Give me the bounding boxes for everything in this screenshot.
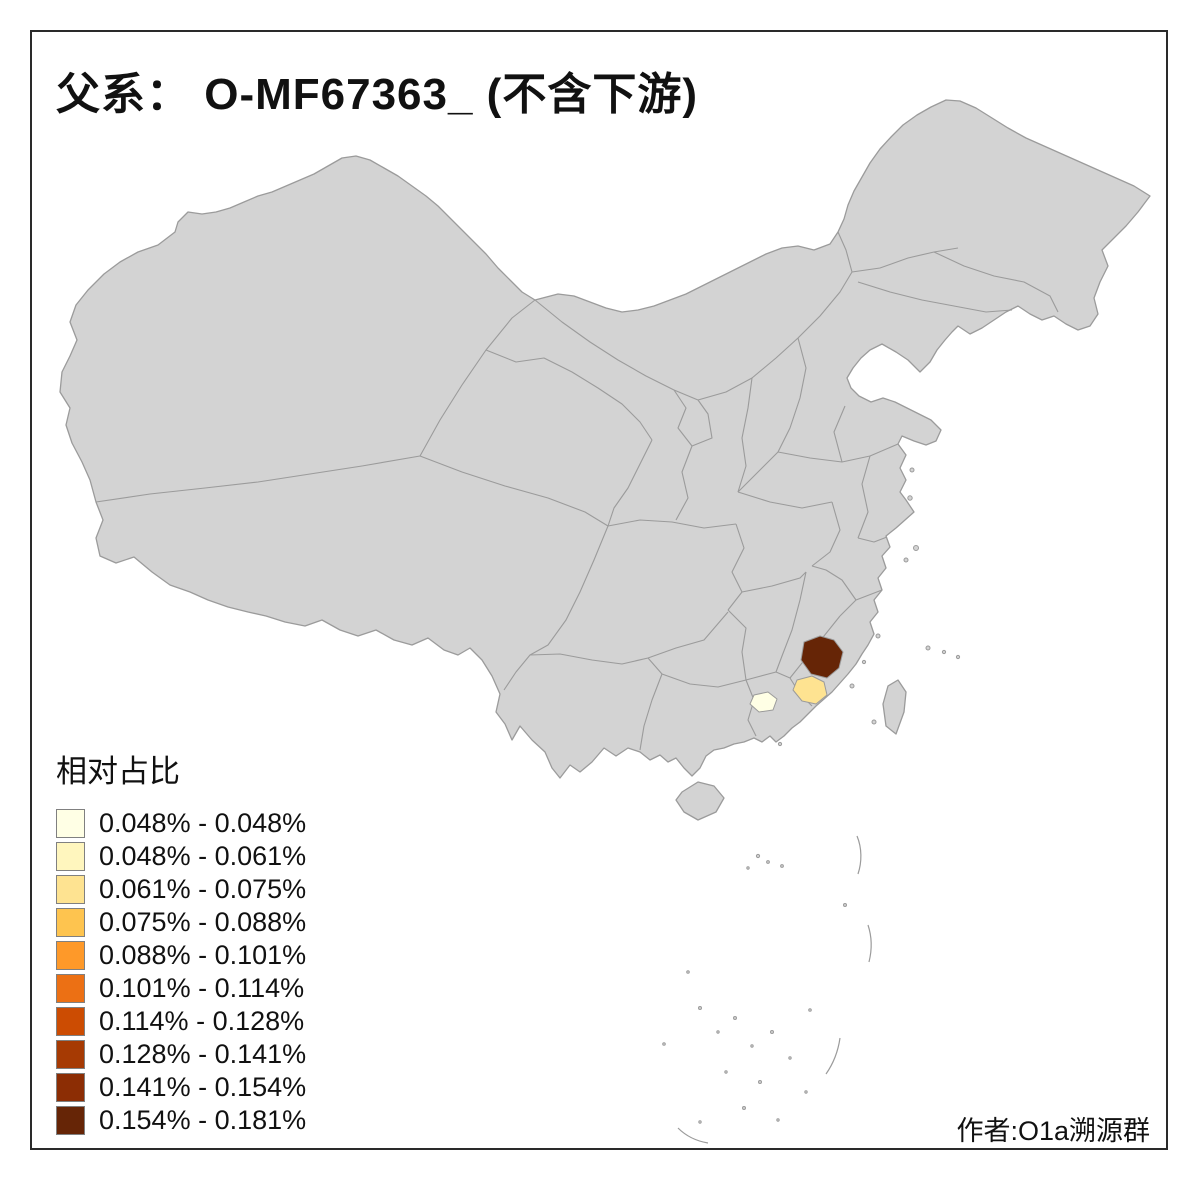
legend-label: 0.114% - 0.128% <box>99 1006 305 1036</box>
map-title: 父系： O-MF67363_ (不含下游) <box>56 70 698 119</box>
mainland-china-shape <box>59 99 1151 779</box>
region-pearl-river-delta <box>749 691 778 713</box>
legend-color-swatch <box>56 908 85 937</box>
legend-color-swatch <box>56 1106 85 1135</box>
legend-color-swatch <box>56 809 85 838</box>
sea-boundary-dashes <box>677 835 872 1144</box>
small-islands <box>662 467 961 1124</box>
legend-color-swatch <box>56 1007 85 1036</box>
legend-label: 0.075% - 0.088% <box>99 907 307 937</box>
legend-title: 相对占比 <box>56 754 180 789</box>
legend-item: 0.048% - 0.048% <box>56 807 306 840</box>
legend-color-swatch <box>56 1040 85 1069</box>
legend-label: 0.048% - 0.061% <box>99 841 307 871</box>
legend-color-swatch <box>56 974 85 1003</box>
legend-item: 0.128% - 0.141% <box>56 1038 306 1071</box>
legend-color-swatch <box>56 875 85 904</box>
legend-item: 0.075% - 0.088% <box>56 906 306 939</box>
legend-item: 0.101% - 0.114% <box>56 972 306 1005</box>
legend-label: 0.088% - 0.101% <box>99 940 307 970</box>
hainan-island-shape <box>675 781 725 821</box>
legend-label: 0.101% - 0.114% <box>99 973 305 1003</box>
legend-item: 0.154% - 0.181% <box>56 1104 306 1137</box>
legend-item: 0.061% - 0.075% <box>56 873 306 906</box>
legend-item: 0.088% - 0.101% <box>56 939 306 972</box>
legend-label: 0.154% - 0.181% <box>99 1105 307 1135</box>
legend-item: 0.048% - 0.061% <box>56 840 306 873</box>
region-southwest-fujian <box>800 635 844 679</box>
taiwan-island-shape <box>882 679 907 735</box>
legend-item: 0.141% - 0.154% <box>56 1071 306 1104</box>
legend-item: 0.114% - 0.128% <box>56 1005 306 1038</box>
legend-label: 0.061% - 0.075% <box>99 874 307 904</box>
legend-color-swatch <box>56 842 85 871</box>
region-chaoshan <box>792 675 828 705</box>
legend-label: 0.141% - 0.154% <box>99 1072 307 1102</box>
legend-color-swatch <box>56 941 85 970</box>
legend: 相对占比 0.048% - 0.048% 0.048% - 0.061% 0.0… <box>56 746 306 1137</box>
legend-color-swatch <box>56 1073 85 1102</box>
legend-label: 0.048% - 0.048% <box>99 808 307 838</box>
legend-label: 0.128% - 0.141% <box>99 1039 307 1069</box>
attribution-text: 作者:O1a溯源群 <box>956 1116 1150 1146</box>
